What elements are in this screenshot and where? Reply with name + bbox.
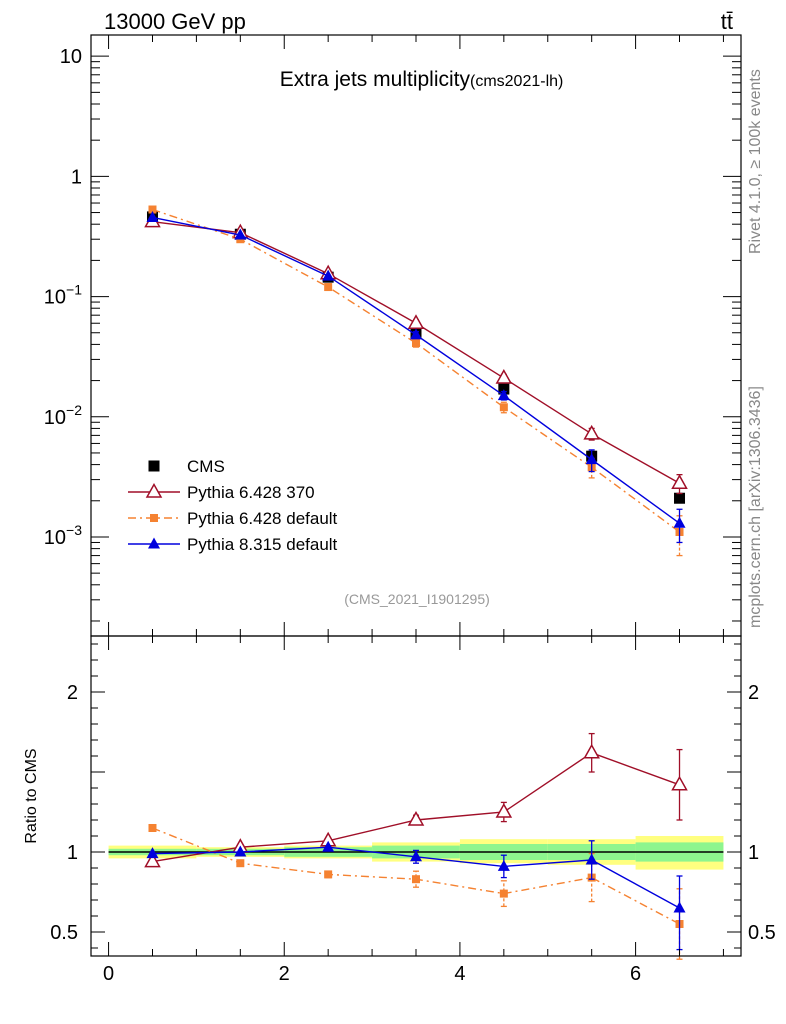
ratio-point-1-0: [148, 824, 157, 832]
main-title-subtitle: (cms2021-lh): [470, 73, 563, 90]
main-y-tick-base-0: 10: [60, 46, 82, 68]
legend-item-2: Pythia 6.428 default: [128, 509, 338, 528]
ratio-point-0-6: [671, 775, 688, 791]
analysis-label: (CMS_2021_I1901295): [344, 591, 490, 607]
ratio-series-2: [146, 840, 686, 951]
ratio-point-2-5: [585, 853, 598, 865]
ratio-y-tick-label-left-0: 0.5: [50, 922, 78, 944]
legend-label-0: CMS: [187, 457, 225, 476]
ratio-point-1-1: [236, 859, 245, 868]
legend-item-3: Pythia 8.315 default: [128, 535, 338, 554]
ratio-y-tick-label-right-0: 0.5: [748, 922, 776, 944]
main-point-3-5: [585, 453, 598, 465]
ratio-y-tick-label-right-2: 2: [748, 682, 759, 704]
legend-marker-3: [148, 537, 160, 549]
x-tick-label-1: 2: [279, 963, 290, 985]
legend-marker-1: [145, 482, 163, 498]
rivet-label: Rivet 4.1.0, ≥ 100k events: [747, 69, 764, 254]
main-point-1-5: [583, 424, 600, 440]
main-series-3: [146, 210, 686, 544]
ratio-y-tick-label-left-2: 2: [67, 682, 78, 704]
ratio-point-2-4: [497, 859, 510, 871]
ratio-y-tick-label-left-1: 1: [67, 842, 78, 864]
main-y-tick-label-1: 1: [71, 166, 82, 188]
legend-marker-0: [148, 460, 160, 472]
ratio-point-2-0: [146, 847, 159, 859]
beam-energy-label: 13000 GeV pp: [104, 9, 246, 34]
legend-label-3: Pythia 8.315 default: [187, 535, 338, 554]
ratio-point-1-4: [499, 889, 508, 898]
mcplots-label: mcplots.cern.ch [arXiv:1306.3436]: [747, 386, 764, 628]
main-y-tick-exp-3: −2: [66, 402, 82, 418]
main-series-2: [148, 205, 684, 557]
main-point-2-4: [499, 403, 508, 412]
ratio-point-0-0: [144, 852, 161, 868]
ratio-point-1-3: [412, 875, 420, 884]
main-series-line-1: [152, 220, 680, 484]
main-y-tick-exp-2: −1: [66, 282, 82, 298]
main-title: Extra jets multiplicity (cms2021-lh): [280, 68, 564, 91]
main-point-1-6: [671, 474, 688, 489]
ratio-point-0-5: [583, 743, 600, 759]
legend-marker-2: [150, 514, 158, 522]
legend-label-1: Pythia 6.428 370: [187, 483, 315, 502]
main-y-tick-label-2: 10−1: [44, 282, 82, 309]
main-point-2-2: [324, 283, 333, 292]
main-y-tick-base-1: 1: [71, 166, 82, 188]
main-point-3-3: [410, 328, 422, 340]
main-point-1-3: [407, 314, 425, 329]
legend-item-0: CMS: [148, 457, 225, 476]
process-label: tt̄: [721, 9, 733, 34]
main-y-tick-label-4: 10−3: [44, 522, 82, 549]
main-y-tick-base-3: 10: [44, 407, 66, 429]
main-point-3-2: [322, 269, 335, 281]
main-point-2-0: [148, 205, 157, 214]
x-tick-label-2: 4: [454, 963, 465, 985]
ratio-frame: [90, 635, 742, 957]
ratio-point-2-3: [410, 850, 422, 862]
ratio-point-0-4: [495, 802, 513, 818]
ratio-point-2-1: [234, 845, 247, 857]
ratio-point-2-6: [673, 901, 686, 913]
main-y-tick-base-4: 10: [44, 527, 66, 549]
main-title-text: Extra jets multiplicity: [280, 68, 471, 91]
main-y-tick-base-2: 10: [44, 287, 66, 309]
main-series-0: [146, 211, 686, 504]
main-point-2-3: [412, 339, 420, 348]
main-series-1: [144, 212, 688, 495]
ratio-point-1-2: [324, 870, 333, 879]
x-tick-label-3: 6: [630, 963, 641, 985]
legend-label-2: Pythia 6.428 default: [187, 509, 338, 528]
x-tick-label-0: 0: [103, 963, 114, 985]
ratio-y-tick-label-right-1: 1: [748, 842, 759, 864]
ratio-point-2-2: [322, 840, 335, 852]
main-point-3-4: [497, 389, 510, 401]
legend: CMS Pythia 6.428 370 Pythia 6.428 default P…: [128, 457, 338, 554]
ratio-point-0-3: [407, 810, 425, 826]
legend-item-1: Pythia 6.428 370: [128, 482, 315, 502]
series-layer: [144, 205, 688, 960]
main-point-0-6: [674, 492, 686, 504]
ratio-ylabel: Ratio to CMS: [23, 748, 40, 843]
main-series-line-3: [152, 216, 680, 524]
main-y-tick-label-3: 10−2: [44, 402, 82, 429]
main-y-tick-label-0: 10: [60, 46, 82, 68]
main-point-3-6: [673, 516, 686, 528]
main-point-3-0: [146, 210, 159, 222]
main-y-tick-exp-4: −3: [66, 522, 82, 538]
main-point-3-1: [234, 228, 247, 240]
main-point-1-4: [495, 369, 513, 384]
main-point-0-4: [498, 383, 510, 395]
